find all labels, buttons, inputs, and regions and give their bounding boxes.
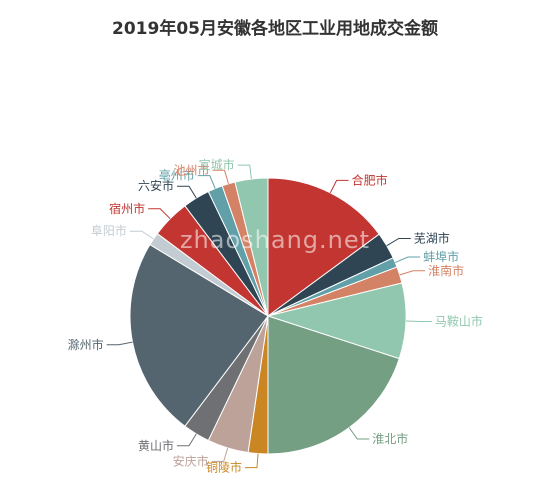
label-line (177, 433, 197, 447)
label-line (386, 238, 411, 247)
label-line (329, 179, 349, 194)
label-line (212, 169, 229, 184)
label-line (148, 208, 171, 220)
slice-label: 马鞍山市 (435, 314, 483, 329)
label-line (348, 427, 370, 440)
label-line (399, 270, 426, 276)
slice-label: 六安市 (138, 178, 174, 193)
chart-title: 2019年05月安徽各地区工业用地成交金额 (112, 19, 438, 39)
slice-label: 阜阳市 (91, 223, 127, 238)
slice-label: 黄山市 (138, 438, 174, 453)
slice-label: 滁州市 (68, 337, 104, 352)
label-line (106, 341, 133, 346)
slice-label: 淮北市 (372, 431, 408, 446)
slice-label: 合肥市 (352, 172, 388, 187)
slice-label: 芜湖市 (414, 231, 450, 246)
label-line (405, 320, 432, 322)
slice-label: 铜陵市 (206, 460, 242, 475)
label-line (129, 230, 154, 240)
label-line (211, 447, 229, 462)
label-line (177, 185, 197, 199)
pie-slice[interactable] (129, 243, 269, 427)
slice-label: 池州市 (173, 162, 209, 177)
slice-label: 宿州市 (109, 201, 145, 216)
label-line (395, 256, 421, 263)
label-line (237, 164, 252, 180)
slice-label: 宣城市 (199, 157, 235, 172)
slice-label: 淮南市 (428, 263, 464, 278)
slice-label: 蚌埠市 (423, 249, 459, 264)
pie-slice[interactable] (234, 177, 269, 317)
label-line (245, 453, 259, 469)
label-line (197, 175, 216, 189)
slice-label: 亳州市 (159, 168, 195, 183)
slice-label: 安庆市 (173, 453, 209, 468)
